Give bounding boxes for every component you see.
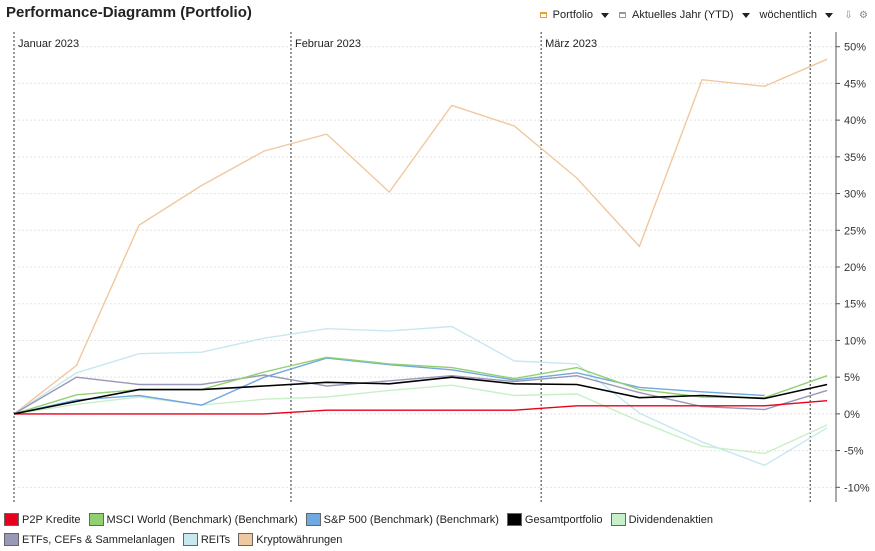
series-line bbox=[13, 58, 828, 415]
legend-label: Dividendenaktien bbox=[628, 513, 713, 526]
legend-label: S&P 500 (Benchmark) (Benchmark) bbox=[323, 513, 499, 526]
legend-label: Kryptowährungen bbox=[256, 533, 343, 546]
legend-label: REITs bbox=[200, 533, 231, 546]
y-tick-label: 40% bbox=[844, 115, 866, 127]
legend-swatch bbox=[506, 513, 522, 526]
y-tick-label: -10% bbox=[844, 482, 870, 494]
y-tick-label: 5% bbox=[844, 372, 860, 384]
y-tick-label: 20% bbox=[844, 262, 866, 274]
calendar-icon bbox=[619, 12, 627, 18]
legend-swatch bbox=[305, 513, 321, 526]
interval-selector[interactable]: wöchentlich bbox=[760, 9, 839, 21]
period-selector[interactable]: Aktuelles Jahr (YTD) bbox=[619, 9, 755, 21]
legend-item[interactable]: ETFs, CEFs & Sammelanlagen bbox=[4, 531, 175, 548]
chart-toolbar: Portfolio Aktuelles Jahr (YTD) wöchentli… bbox=[539, 7, 869, 23]
series-line bbox=[14, 400, 828, 415]
month-label: Februar 2023 bbox=[295, 38, 361, 50]
chevron-down-icon bbox=[741, 12, 750, 18]
series-line bbox=[13, 357, 765, 415]
legend-swatch bbox=[88, 513, 104, 526]
y-tick-label: 10% bbox=[844, 335, 866, 347]
legend-item[interactable]: Dividendenaktien bbox=[610, 511, 713, 528]
download-icon[interactable]: ⇩ bbox=[844, 9, 853, 21]
legend-item[interactable]: Kryptowährungen bbox=[238, 531, 342, 548]
legend-label: P2P Kredite bbox=[22, 513, 81, 526]
month-label: März 2023 bbox=[545, 38, 597, 50]
month-label: Januar 2023 bbox=[18, 38, 79, 50]
series-line bbox=[13, 376, 828, 415]
legend-label: ETFs, CEFs & Sammelanlagen bbox=[22, 533, 175, 546]
series-line bbox=[13, 325, 828, 467]
legend-swatch bbox=[610, 513, 626, 526]
legend-swatch bbox=[4, 513, 19, 526]
y-tick-label: 45% bbox=[844, 78, 866, 90]
y-tick-label: -5% bbox=[844, 446, 864, 458]
period-label: Aktuelles Jahr (YTD) bbox=[632, 9, 734, 21]
legend-item[interactable]: S&P 500 (Benchmark) (Benchmark) bbox=[305, 511, 499, 528]
series-line bbox=[13, 374, 828, 415]
page-title: Performance-Diagramm (Portfolio) bbox=[6, 4, 252, 21]
y-tick-label: 15% bbox=[844, 299, 866, 311]
portfolio-selector[interactable]: Portfolio bbox=[539, 9, 615, 21]
portfolio-label: Portfolio bbox=[552, 9, 594, 21]
y-tick-label: 25% bbox=[844, 225, 866, 237]
chart-legend: P2P Kredite MSCI World (Benchmark) (Bench… bbox=[4, 511, 870, 548]
y-tick-label: 30% bbox=[844, 189, 866, 201]
legend-item[interactable]: P2P Kredite bbox=[4, 511, 81, 528]
portfolio-icon bbox=[539, 12, 547, 18]
y-tick-label: 0% bbox=[844, 409, 860, 421]
legend-label: MSCI World (Benchmark) (Benchmark) bbox=[106, 513, 298, 526]
y-tick-label: 50% bbox=[844, 42, 866, 54]
chevron-down-icon bbox=[825, 12, 833, 18]
chevron-down-icon bbox=[601, 12, 610, 18]
interval-label: wöchentlich bbox=[759, 9, 817, 21]
legend-swatch bbox=[4, 533, 19, 546]
legend-item[interactable]: Gesamtportfolio bbox=[506, 511, 603, 528]
legend-item[interactable]: MSCI World (Benchmark) (Benchmark) bbox=[88, 511, 298, 528]
series-line bbox=[13, 384, 828, 455]
legend-item[interactable]: REITs bbox=[182, 531, 231, 548]
gear-icon[interactable]: ⚙ bbox=[859, 9, 868, 21]
legend-swatch bbox=[182, 533, 198, 546]
performance-chart: -10% -5% 0% 5% 10% 15% 20% 25% 30% 35% 40% 45% 50% Ja… bbox=[13, 32, 870, 502]
legend-label: Gesamtportfolio bbox=[524, 513, 603, 526]
legend-swatch bbox=[238, 533, 254, 546]
y-tick-label: 35% bbox=[844, 152, 866, 164]
